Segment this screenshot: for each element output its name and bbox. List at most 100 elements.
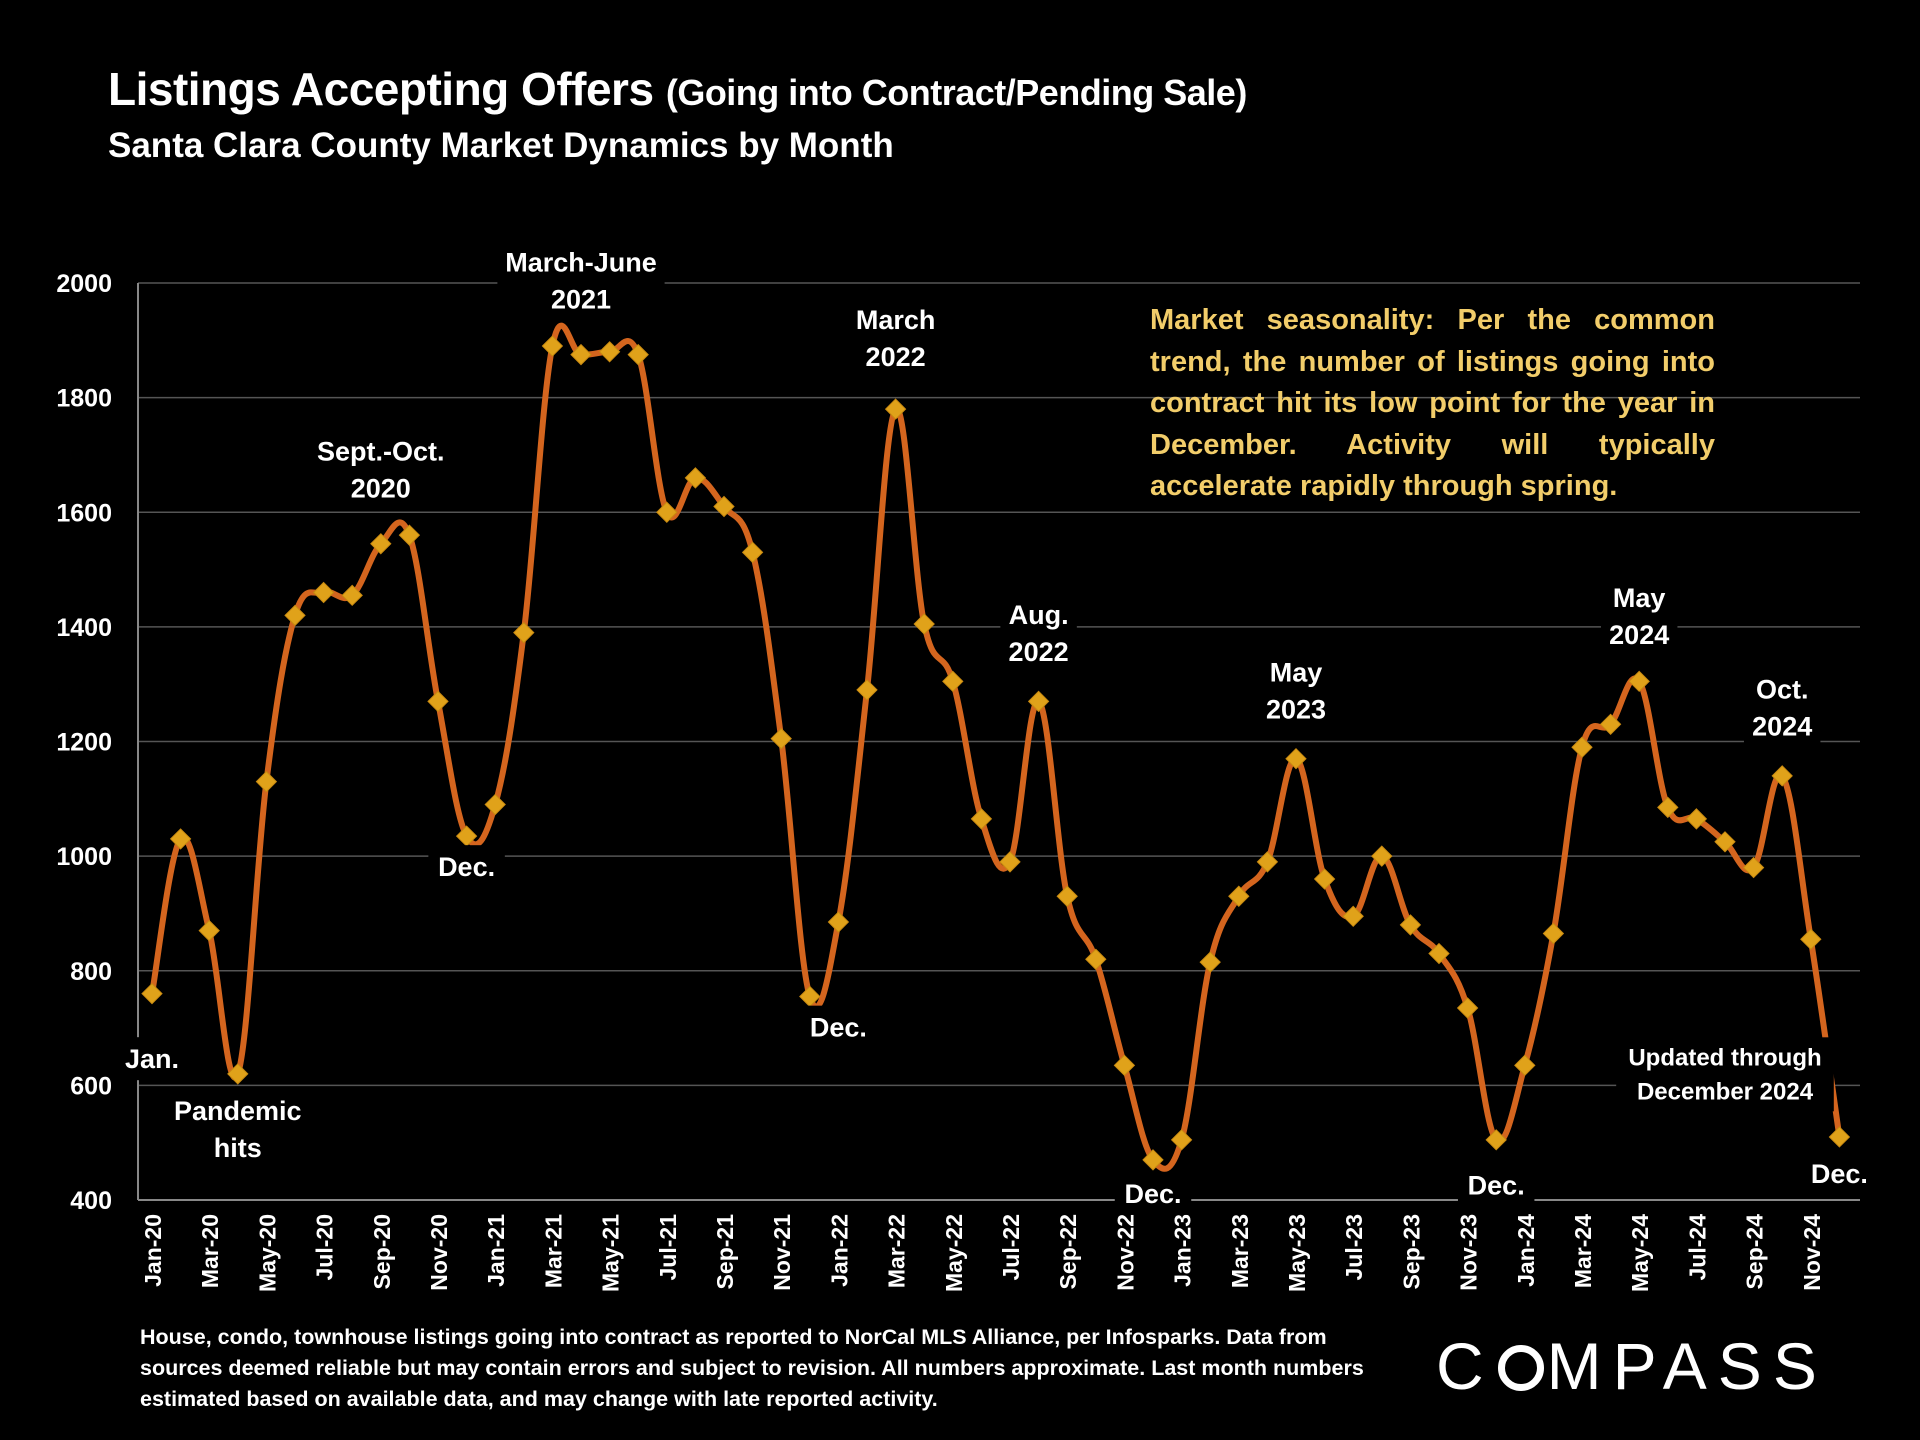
data-point-Jan-20 [141,982,163,1005]
data-point-Jul-20 [312,581,335,604]
data-point-Mar-24 [1571,736,1593,758]
data-point-Apr-22 [913,613,935,635]
data-point-May-23 [1285,747,1307,770]
seasonality-note: Market seasonality: Per the common trend… [1150,304,1715,502]
data-point-Jul-23 [1342,905,1364,928]
chart-subtitle: Santa Clara County Market Dynamics by Mo… [108,126,894,165]
y-tick-label: 1600 [56,499,112,527]
data-point-Jul-24 [1685,808,1708,830]
x-tick-label: Nov-24 [1799,1214,1825,1291]
x-tick-label: Jan-22 [826,1214,852,1287]
data-point-Aug-20 [341,584,363,607]
annotation-backdrop [1457,1163,1535,1207]
data-point-Apr-24 [1599,713,1622,736]
chart-title: Listings Accepting Offers (Going into Co… [108,62,1247,116]
data-point-Apr-21 [570,343,592,366]
x-tick-label: Sep-23 [1398,1214,1424,1289]
data-point-Oct-24 [1771,765,1793,787]
data-point-Jan-24 [1514,1054,1536,1077]
y-tick-labels: 400 600 800 1000 1200 1400 1600 1800 2000 [56,270,112,1215]
data-point-Oct-21 [741,541,764,564]
x-tick-label: Nov-20 [426,1214,452,1291]
annotation-label: March-June 2021 [505,248,657,315]
data-point-Aug-24 [1714,831,1736,853]
data-point-Nov-24 [1800,928,1822,950]
data-point-Mar-20 [198,919,220,942]
x-tick-label: Jan-23 [1170,1214,1196,1287]
data-point-Nov-21 [770,727,792,750]
data-point-May-20 [255,770,278,793]
annotation-label: March 2022 [856,305,936,372]
data-point-Feb-21 [513,621,535,644]
data-point-Jun-24 [1657,796,1679,819]
data-point-Aug-22 [1027,690,1050,713]
data-point-Jan-21 [484,793,506,816]
x-tick-label: May-21 [598,1214,624,1292]
x-tick-label: Sep-20 [369,1214,395,1289]
annotation-label: Sept.-Oct. 2020 [317,437,445,504]
data-point-Jan-22 [827,911,850,933]
x-tick-label: Jul-21 [655,1214,681,1281]
x-tick-label: Sep-24 [1742,1214,1768,1290]
annotation-label: Aug. 2022 [1009,600,1069,667]
x-tick-label: Nov-22 [1112,1214,1138,1291]
data-point-May-22 [942,670,964,693]
x-tick-label: Mar-24 [1570,1214,1596,1288]
annotation-backdrop [1114,1171,1192,1215]
annotation-label: May 2023 [1266,657,1326,724]
annotation-backdrop [849,297,942,378]
data-point-Sep-23 [1399,914,1422,936]
annotation-backdrop [1616,1037,1834,1112]
annotation-label: Jan. [125,1044,179,1074]
x-tick-label: Mar-21 [540,1214,566,1288]
source-footnote: House, condo, townhouse listings going i… [140,1325,1364,1411]
y-tick-label: 400 [70,1187,112,1215]
x-tick-label: Jul-23 [1341,1214,1367,1280]
annotation-backdrop [1257,650,1335,731]
x-tick-label: Sep-22 [1055,1214,1081,1289]
title-main: Listings Accepting Offers [108,63,654,115]
x-tick-label: Jan-24 [1513,1214,1539,1287]
data-point-Jun-22 [970,808,993,830]
data-point-Feb-24 [1542,922,1565,945]
data-point-Jun-23 [1313,868,1336,890]
data-point-Sep-22 [1056,885,1078,907]
data-point-Jun-20 [284,604,306,627]
data-point-Apr-20 [227,1063,249,1085]
data-point-Sep-21 [713,495,735,518]
y-tick-label: 1200 [56,729,112,757]
data-point-Aug-21 [684,467,707,489]
y-tick-label: 1000 [56,843,112,871]
data-point-Mar-22 [884,398,907,420]
logo-text-start: C [1436,1329,1495,1403]
annotation-backdrop [297,429,465,510]
annotation-backdrop [497,240,665,321]
x-tick-label: May-24 [1627,1214,1653,1292]
annotation-label: May 2024 [1609,583,1669,650]
data-point-Feb-20 [169,828,192,850]
data-point-Jul-21 [656,501,678,523]
annotations: Jan. Pandemic hits Sept.-Oct. 2020 Dec. March-… [113,240,1878,1215]
data-point-Dec-22 [1142,1149,1164,1171]
y-tick-label: 800 [70,958,112,986]
data-point-Oct-22 [1085,948,1107,970]
data-point-Mar-23 [1228,885,1250,907]
data-point-Sep-24 [1742,856,1765,879]
data-point-Apr-23 [1256,851,1279,873]
data-point-Nov-23 [1456,997,1479,1019]
x-tick-label: Jul-20 [312,1214,338,1280]
data-point-Dec-23 [1485,1129,1507,1151]
data-point-May-24 [1628,670,1650,693]
annotation-backdrop [113,1037,191,1081]
logo-ring-icon [1497,1345,1544,1391]
x-tick-label: Jul-22 [998,1214,1024,1280]
annotation-label: Oct. 2024 [1752,675,1812,742]
title-block: Listings Accepting Offers (Going into Co… [108,62,1247,166]
annotation-label: Dec. [1468,1170,1525,1200]
data-point-Feb-23 [1199,951,1221,973]
x-tick-label: Nov-23 [1456,1214,1482,1291]
data-point-May-21 [598,341,621,363]
x-tick-label: Nov-21 [769,1214,795,1291]
x-tick-label: Jan-20 [140,1214,166,1287]
